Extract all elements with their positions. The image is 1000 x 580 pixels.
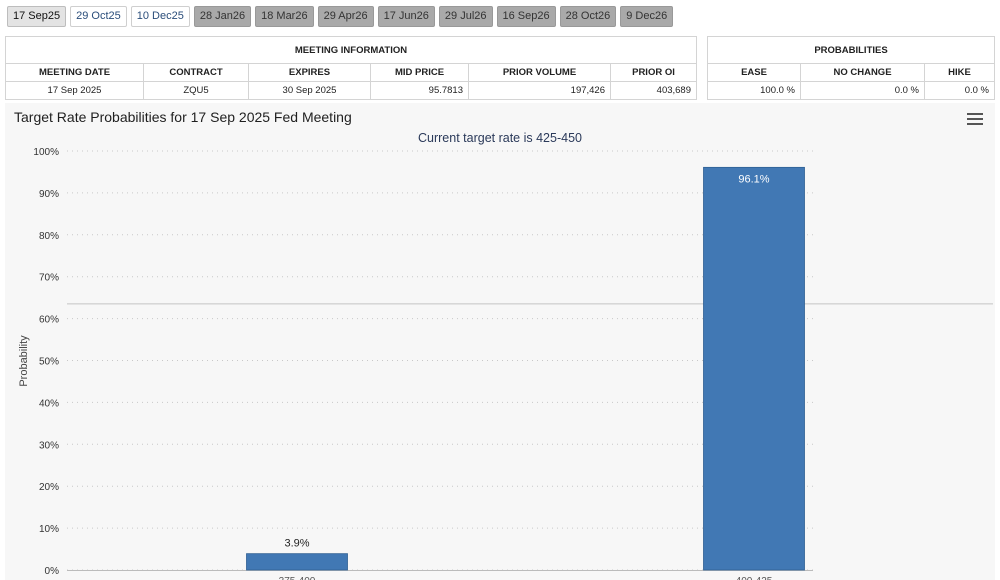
col-no-change: NO CHANGE <box>800 63 925 82</box>
tab-meeting-8: 16 Sep26 <box>496 6 556 27</box>
x-tick-label: 375-400 <box>279 576 316 580</box>
meeting-information-title: MEETING INFORMATION <box>5 36 697 64</box>
no-change-value: 0.0 % <box>800 81 925 100</box>
col-mid-price: MID PRICE <box>370 63 469 82</box>
hamburger-menu-icon[interactable] <box>967 113 983 125</box>
meeting-date-value: 17 Sep 2025 <box>5 81 144 100</box>
tab-meeting-7: 29 Jul26 <box>438 6 493 27</box>
col-hike: HIKE <box>924 63 995 82</box>
bar-400-425 <box>703 166 805 571</box>
tab-meeting-6: 17 Jun26 <box>377 6 435 27</box>
bar-375-400 <box>246 553 348 571</box>
tab-meeting-5: 29 Apr26 <box>317 6 374 27</box>
tab-meeting-0[interactable]: 17 Sep25 <box>7 6 67 27</box>
mid-price-value: 95.7813 <box>370 81 469 100</box>
col-meeting-date: MEETING DATE <box>5 63 144 82</box>
tab-meeting-4: 18 Mar26 <box>255 6 314 27</box>
probabilities-table: PROBABILITIES EASE NO CHANGE HIKE 100.0 … <box>707 36 995 100</box>
probability-bar-chart: Current target rate is 425-450 0% 10% 20% 30… <box>18 131 993 580</box>
y-tick-label: 70% <box>39 273 59 284</box>
y-tick-label: 60% <box>39 315 59 326</box>
prior-oi-value: 403,689 <box>610 81 697 100</box>
expires-value: 30 Sep 2025 <box>248 81 371 100</box>
probabilities-title: PROBABILITIES <box>707 36 995 64</box>
meeting-information-table: MEETING INFORMATION MEETING DATE CONTRAC… <box>5 36 697 100</box>
col-expires: EXPIRES <box>248 63 371 82</box>
data-label-375-400: 3.9% <box>284 538 309 550</box>
tab-meeting-1[interactable]: 29 Oct25 <box>70 6 127 27</box>
chart-title: Target Rate Probabilities for 17 Sep 202… <box>14 109 352 125</box>
y-tick-label: 30% <box>39 440 59 451</box>
tab-meeting-2[interactable]: 10 Dec25 <box>130 6 190 27</box>
tab-meeting-3: 28 Jan26 <box>193 6 252 27</box>
data-label-400-425: 96.1% <box>738 173 769 185</box>
contract-value: ZQU5 <box>143 81 249 100</box>
tab-meeting-9: 28 Oct26 <box>559 6 617 27</box>
y-tick-label: 0% <box>45 566 60 577</box>
y-tick-label: 10% <box>39 524 59 535</box>
y-tick-label: 20% <box>39 482 59 493</box>
col-contract: CONTRACT <box>143 63 249 82</box>
col-prior-oi: PRIOR OI <box>610 63 697 82</box>
y-tick-label: 100% <box>33 147 59 158</box>
hike-value: 0.0 % <box>924 81 995 100</box>
prior-volume-value: 197,426 <box>468 81 611 100</box>
y-tick-label: 40% <box>39 398 59 409</box>
y-tick-label: 90% <box>39 189 59 200</box>
col-prior-volume: PRIOR VOLUME <box>468 63 611 82</box>
ease-value: 100.0 % <box>707 81 801 100</box>
y-tick-label: 50% <box>39 357 59 368</box>
y-axis-label: Probability <box>18 335 30 387</box>
col-ease: EASE <box>707 63 801 82</box>
tab-meeting-10: 9 Dec26 <box>620 6 674 27</box>
y-tick-label: 80% <box>39 231 59 242</box>
chart-subtitle: Current target rate is 425-450 <box>418 131 582 145</box>
meeting-tabs: 17 Sep25 29 Oct25 10 Dec25 28 Jan26 18 Mar26… <box>7 6 674 27</box>
chart-panel: Target Rate Probabilities for 17 Sep 202… <box>5 103 995 580</box>
x-tick-label: 400-425 <box>736 576 773 580</box>
